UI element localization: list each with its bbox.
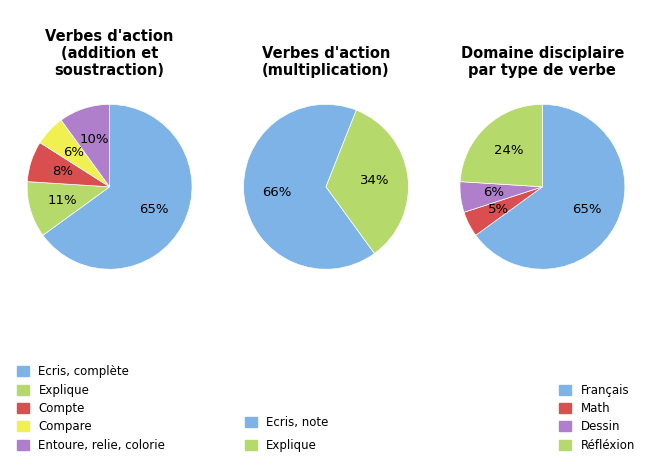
Text: 8%: 8%	[52, 165, 73, 178]
Wedge shape	[326, 110, 408, 254]
Text: 6%: 6%	[483, 186, 504, 199]
Title: Verbes d'action
(addition et
soustraction): Verbes d'action (addition et soustractio…	[46, 28, 174, 78]
Text: 34%: 34%	[361, 174, 390, 187]
Wedge shape	[27, 182, 110, 235]
Text: 5%: 5%	[488, 203, 509, 216]
Text: 10%: 10%	[80, 133, 109, 146]
Text: 65%: 65%	[572, 203, 601, 216]
Wedge shape	[460, 104, 542, 187]
Wedge shape	[244, 104, 374, 269]
Legend: Ecris, note, Explique: Ecris, note, Explique	[241, 411, 333, 456]
Legend: Ecris, complète, Explique, Compte, Compare, Entoure, relie, colorie: Ecris, complète, Explique, Compte, Compa…	[12, 361, 170, 456]
Title: Verbes d'action
(multiplication): Verbes d'action (multiplication)	[262, 46, 390, 78]
Wedge shape	[464, 187, 542, 235]
Text: 24%: 24%	[494, 144, 524, 157]
Wedge shape	[43, 104, 192, 269]
Text: 11%: 11%	[47, 194, 77, 207]
Title: Domaine disciplaire
par type de verbe: Domaine disciplaire par type de verbe	[461, 46, 624, 78]
Wedge shape	[476, 104, 625, 269]
Wedge shape	[61, 104, 110, 187]
Text: 66%: 66%	[262, 186, 291, 199]
Wedge shape	[27, 142, 110, 187]
Text: 65%: 65%	[139, 203, 168, 216]
Wedge shape	[40, 120, 110, 187]
Wedge shape	[460, 182, 542, 212]
Legend: Français, Math, Dessin, Réfléxion: Français, Math, Dessin, Réfléxion	[554, 379, 640, 456]
Text: 6%: 6%	[63, 147, 84, 159]
